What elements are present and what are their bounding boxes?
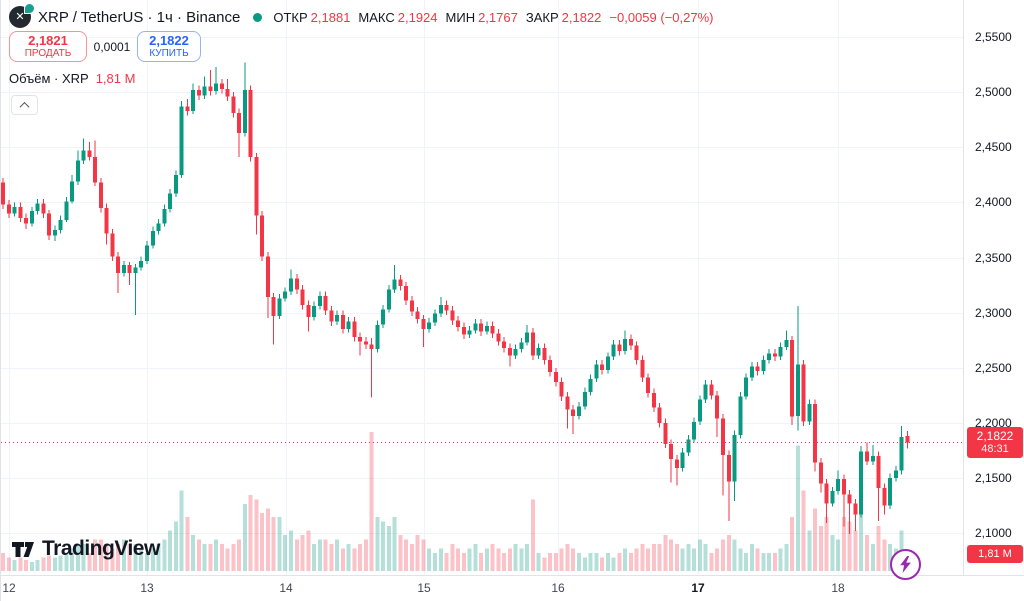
last-price-value: 2,1822 [976,429,1014,444]
close-label: ЗАКР [525,9,559,25]
bar-countdown: 48:31 [981,443,1009,456]
ohlc-legend: ОТКР 2,1881 МАКС 2,1924 МИН 2,1767 ЗАКР … [273,10,713,25]
price-tick-label: 2,4000 [975,195,1012,210]
time-tick-label: 15 [417,581,431,595]
time-tick-label: 16 [551,581,565,595]
open-value: 2,1881 [310,9,351,25]
time-tick-label: 14 [279,581,293,595]
lightning-bolt-icon [900,556,911,573]
price-tick-label: 2,1000 [975,526,1012,541]
price-tick-label: 2,1500 [975,470,1012,485]
high-value: 2,1924 [397,9,438,25]
change-value: −0,0059 (−0,27%) [609,9,714,25]
sell-price: 2,1821 [28,33,68,48]
volume-badge: 1,81 М [967,545,1023,563]
buy-button[interactable]: 2,1822 КУПИТЬ [137,31,201,62]
sell-label: ПРОДАТЬ [24,48,72,59]
time-tick-label: 18 [831,581,845,595]
collapse-panel-button[interactable] [11,95,38,115]
price-tick-label: 2,3500 [975,250,1012,265]
watermark-text: TradingView [42,537,160,560]
chart-header: ✕ XRP / TetherUS · 1ч · Binance ОТКР 2,1… [9,3,713,28]
instant-order-button[interactable] [890,549,921,580]
sell-button[interactable]: 2,1821 ПРОДАТЬ [9,31,87,62]
volume-label: Объём · XRP [9,71,89,86]
last-price-badge: 2,1822 48:31 [967,427,1023,459]
chevron-up-icon [19,101,30,112]
low-label: МИН [445,9,476,25]
tradingview-watermark: TradingView [10,536,160,562]
high-label: МАКС [358,9,395,25]
spread-value: 0,0001 [93,39,131,54]
price-tick-label: 2,3000 [975,305,1012,320]
volume-indicator-row[interactable]: Объём · XRP 1,81 М [9,71,135,86]
logo-accent-icon [24,3,35,14]
time-tick-label: 13 [140,581,154,595]
price-tick-label: 2,2500 [975,360,1012,375]
open-label: ОТКР [273,9,308,25]
close-value: 2,1822 [561,9,602,25]
price-tick-label: 2,4500 [975,140,1012,155]
live-status-dot-icon [253,12,263,22]
trade-panel: 2,1821 ПРОДАТЬ 0,0001 2,1822 КУПИТЬ [9,31,201,62]
symbol-title[interactable]: XRP / TetherUS · 1ч · Binance [38,8,241,26]
price-tick-label: 2,5500 [975,30,1012,45]
chart-canvas[interactable] [1,0,963,575]
xrp-logo-icon: ✕ [9,3,35,28]
price-axis[interactable]: 2,1822 48:31 1,81 М 2,5500 2,5000 2,4500 2,… [963,0,1024,575]
low-value: 2,1767 [478,9,518,25]
time-tick-label: 17 [691,581,705,595]
price-tick-label: 2,2000 [975,415,1012,430]
time-tick-label: 12 [2,581,16,595]
buy-label: КУПИТЬ [149,48,189,59]
volume-value: 1,81 М [95,71,136,86]
price-tick-label: 2,5000 [975,85,1012,100]
tradingview-logo-icon [12,542,34,557]
buy-price: 2,1822 [149,33,189,48]
